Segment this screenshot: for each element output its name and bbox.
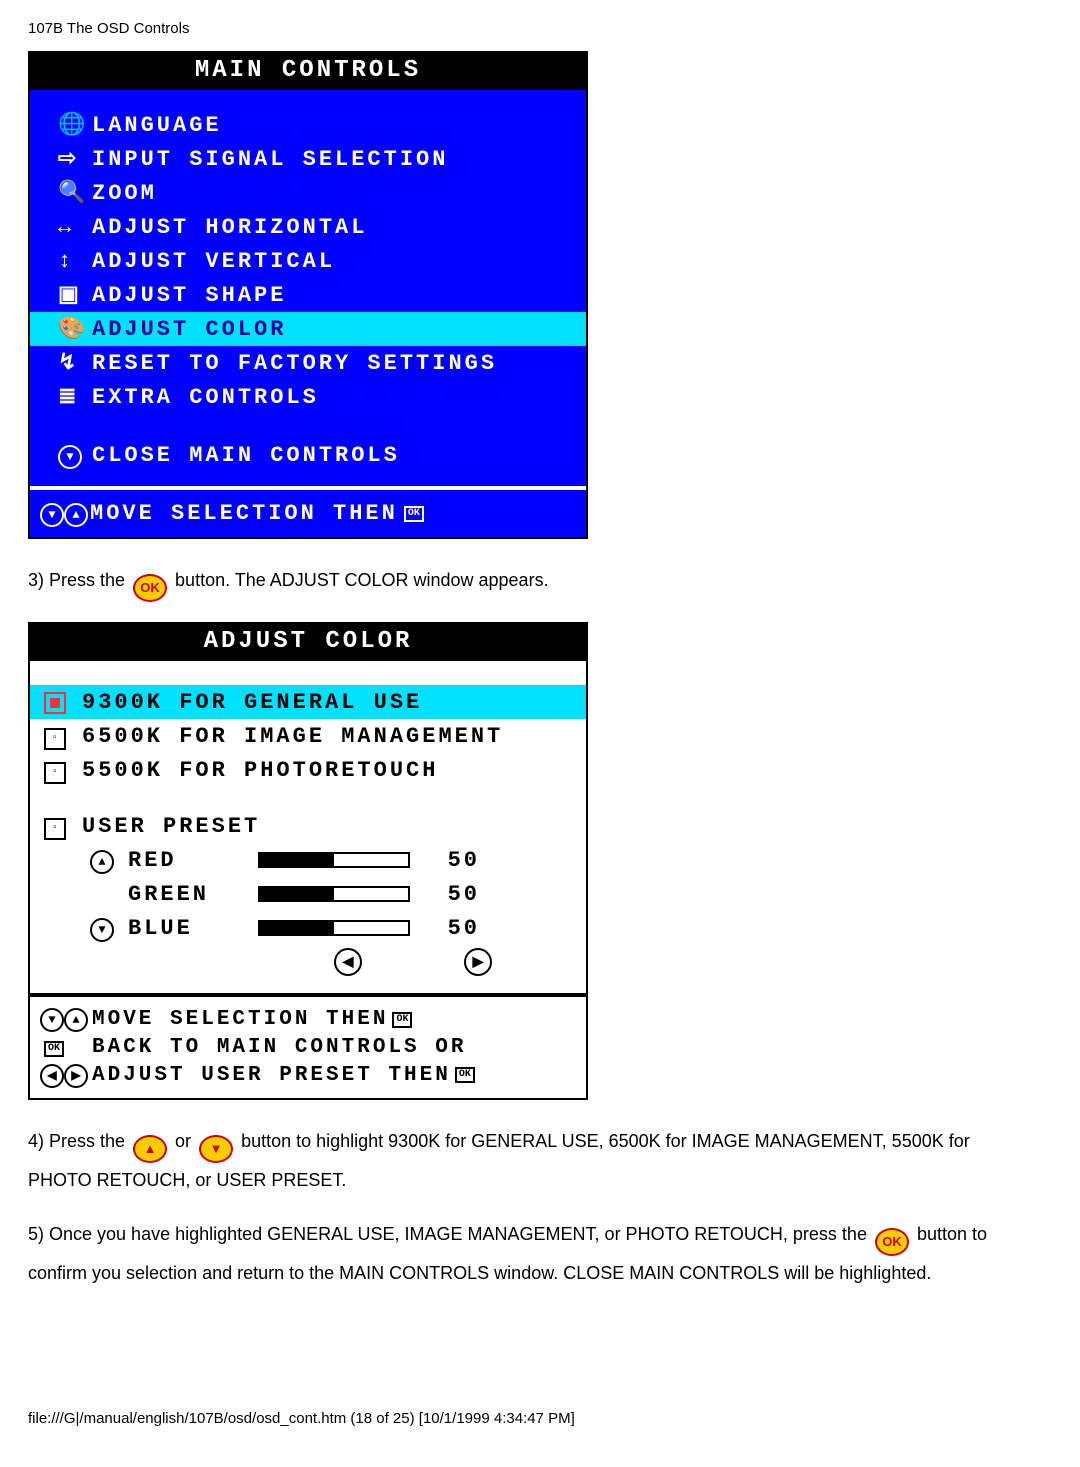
menu-item-adjust-color[interactable]: 🎨ADJUST COLOR [30,312,586,346]
ok-icon: OK [392,1012,412,1028]
menu-item-extra-controls[interactable]: ≣EXTRA CONTROLS [30,380,586,414]
left-right-icon: ◀▶ [40,1063,92,1088]
radio-icon: ▫ [44,756,82,784]
menu-item-adjust-shape[interactable]: ▣ADJUST SHAPE [30,278,586,312]
radio-selected-icon [44,690,82,715]
right-arrow-icon[interactable]: ▶ [464,948,492,976]
reset-icon: ↯ [58,350,92,376]
magnifier-icon: 🔍 [58,180,92,206]
step5-text: 5) Once you have highlighted GENERAL USE… [28,1217,1028,1290]
user-preset[interactable]: ▫USER PRESET [30,809,586,843]
page-footer: file:///G|/manual/english/107B/osd/osd_c… [28,1410,1080,1427]
preset-5500k[interactable]: ▫5500K FOR PHOTORETOUCH [30,753,586,787]
ok-icon: OK [404,506,424,522]
radio-icon: ▫ [44,722,82,750]
radio-icon: ▫ [44,812,82,840]
menu-item-close-main[interactable]: ▼CLOSE MAIN CONTROLS [30,438,586,472]
menu-item-reset-factory[interactable]: ↯RESET TO FACTORY SETTINGS [30,346,586,380]
osd-main-controls: MAIN CONTROLS 🌐LANGUAGE ⇨INPUT SIGNAL SE… [28,51,588,539]
blue-slider[interactable] [258,920,410,936]
osd1-title: MAIN CONTROLS [30,53,586,90]
ok-icon: OK [455,1067,475,1083]
channel-blue[interactable]: ▼ BLUE 50 [30,911,586,945]
shape-icon: ▣ [58,282,92,308]
globe-icon: 🌐 [58,112,92,138]
palette-icon: 🎨 [58,316,92,342]
left-right-arrows: ◀ ▶ [30,945,586,979]
list-icon: ≣ [58,384,92,410]
arrow-in-icon: ⇨ [58,146,92,172]
channel-red[interactable]: ▲ RED 50 [30,843,586,877]
osd2-footer: ▼▲MOVE SELECTION THENOK OKBACK TO MAIN C… [30,993,586,1098]
left-arrow-icon[interactable]: ◀ [334,948,362,976]
preset-6500k[interactable]: ▫6500K FOR IMAGE MANAGEMENT [30,719,586,753]
osd2-title: ADJUST COLOR [30,624,586,661]
down-triangle-icon: ▼ [90,915,128,942]
menu-item-adjust-vertical[interactable]: ↕ADJUST VERTICAL [30,244,586,278]
menu-item-language[interactable]: 🌐LANGUAGE [30,108,586,142]
up-triangle-icon: ▲ [90,847,128,874]
step4-text: 4) Press the ▲ or ▼ button to highlight … [28,1124,1028,1197]
menu-item-adjust-horizontal[interactable]: ↔ADJUST HORIZONTAL [30,210,586,244]
down-button-icon: ▼ [199,1135,233,1163]
vert-arrows-icon: ↕ [58,249,92,274]
osd1-footer: ▼▲ MOVE SELECTION THEN OK [30,486,586,537]
ok-button-icon: OK [133,574,167,602]
ok-button-icon: OK [875,1228,909,1256]
up-down-icon: ▼▲ [40,500,90,527]
up-button-icon: ▲ [133,1135,167,1163]
osd1-footer-text: MOVE SELECTION THEN [90,501,398,526]
red-slider[interactable] [258,852,410,868]
channel-green[interactable]: GREEN 50 [30,877,586,911]
preset-9300k[interactable]: 9300K FOR GENERAL USE [30,685,586,719]
green-slider[interactable] [258,886,410,902]
step3-text: 3) Press the OK button. The ADJUST COLOR… [28,563,1028,602]
page-header: 107B The OSD Controls [28,20,1080,37]
menu-item-zoom[interactable]: 🔍ZOOM [30,176,586,210]
up-down-icon: ▼▲ [40,1007,92,1032]
menu-item-input-signal[interactable]: ⇨INPUT SIGNAL SELECTION [30,142,586,176]
osd-adjust-color: ADJUST COLOR 9300K FOR GENERAL USE ▫6500… [28,622,588,1100]
ok-icon: OK [40,1036,92,1059]
horiz-arrows-icon: ↔ [58,215,92,240]
down-triangle-icon: ▼ [58,442,92,469]
